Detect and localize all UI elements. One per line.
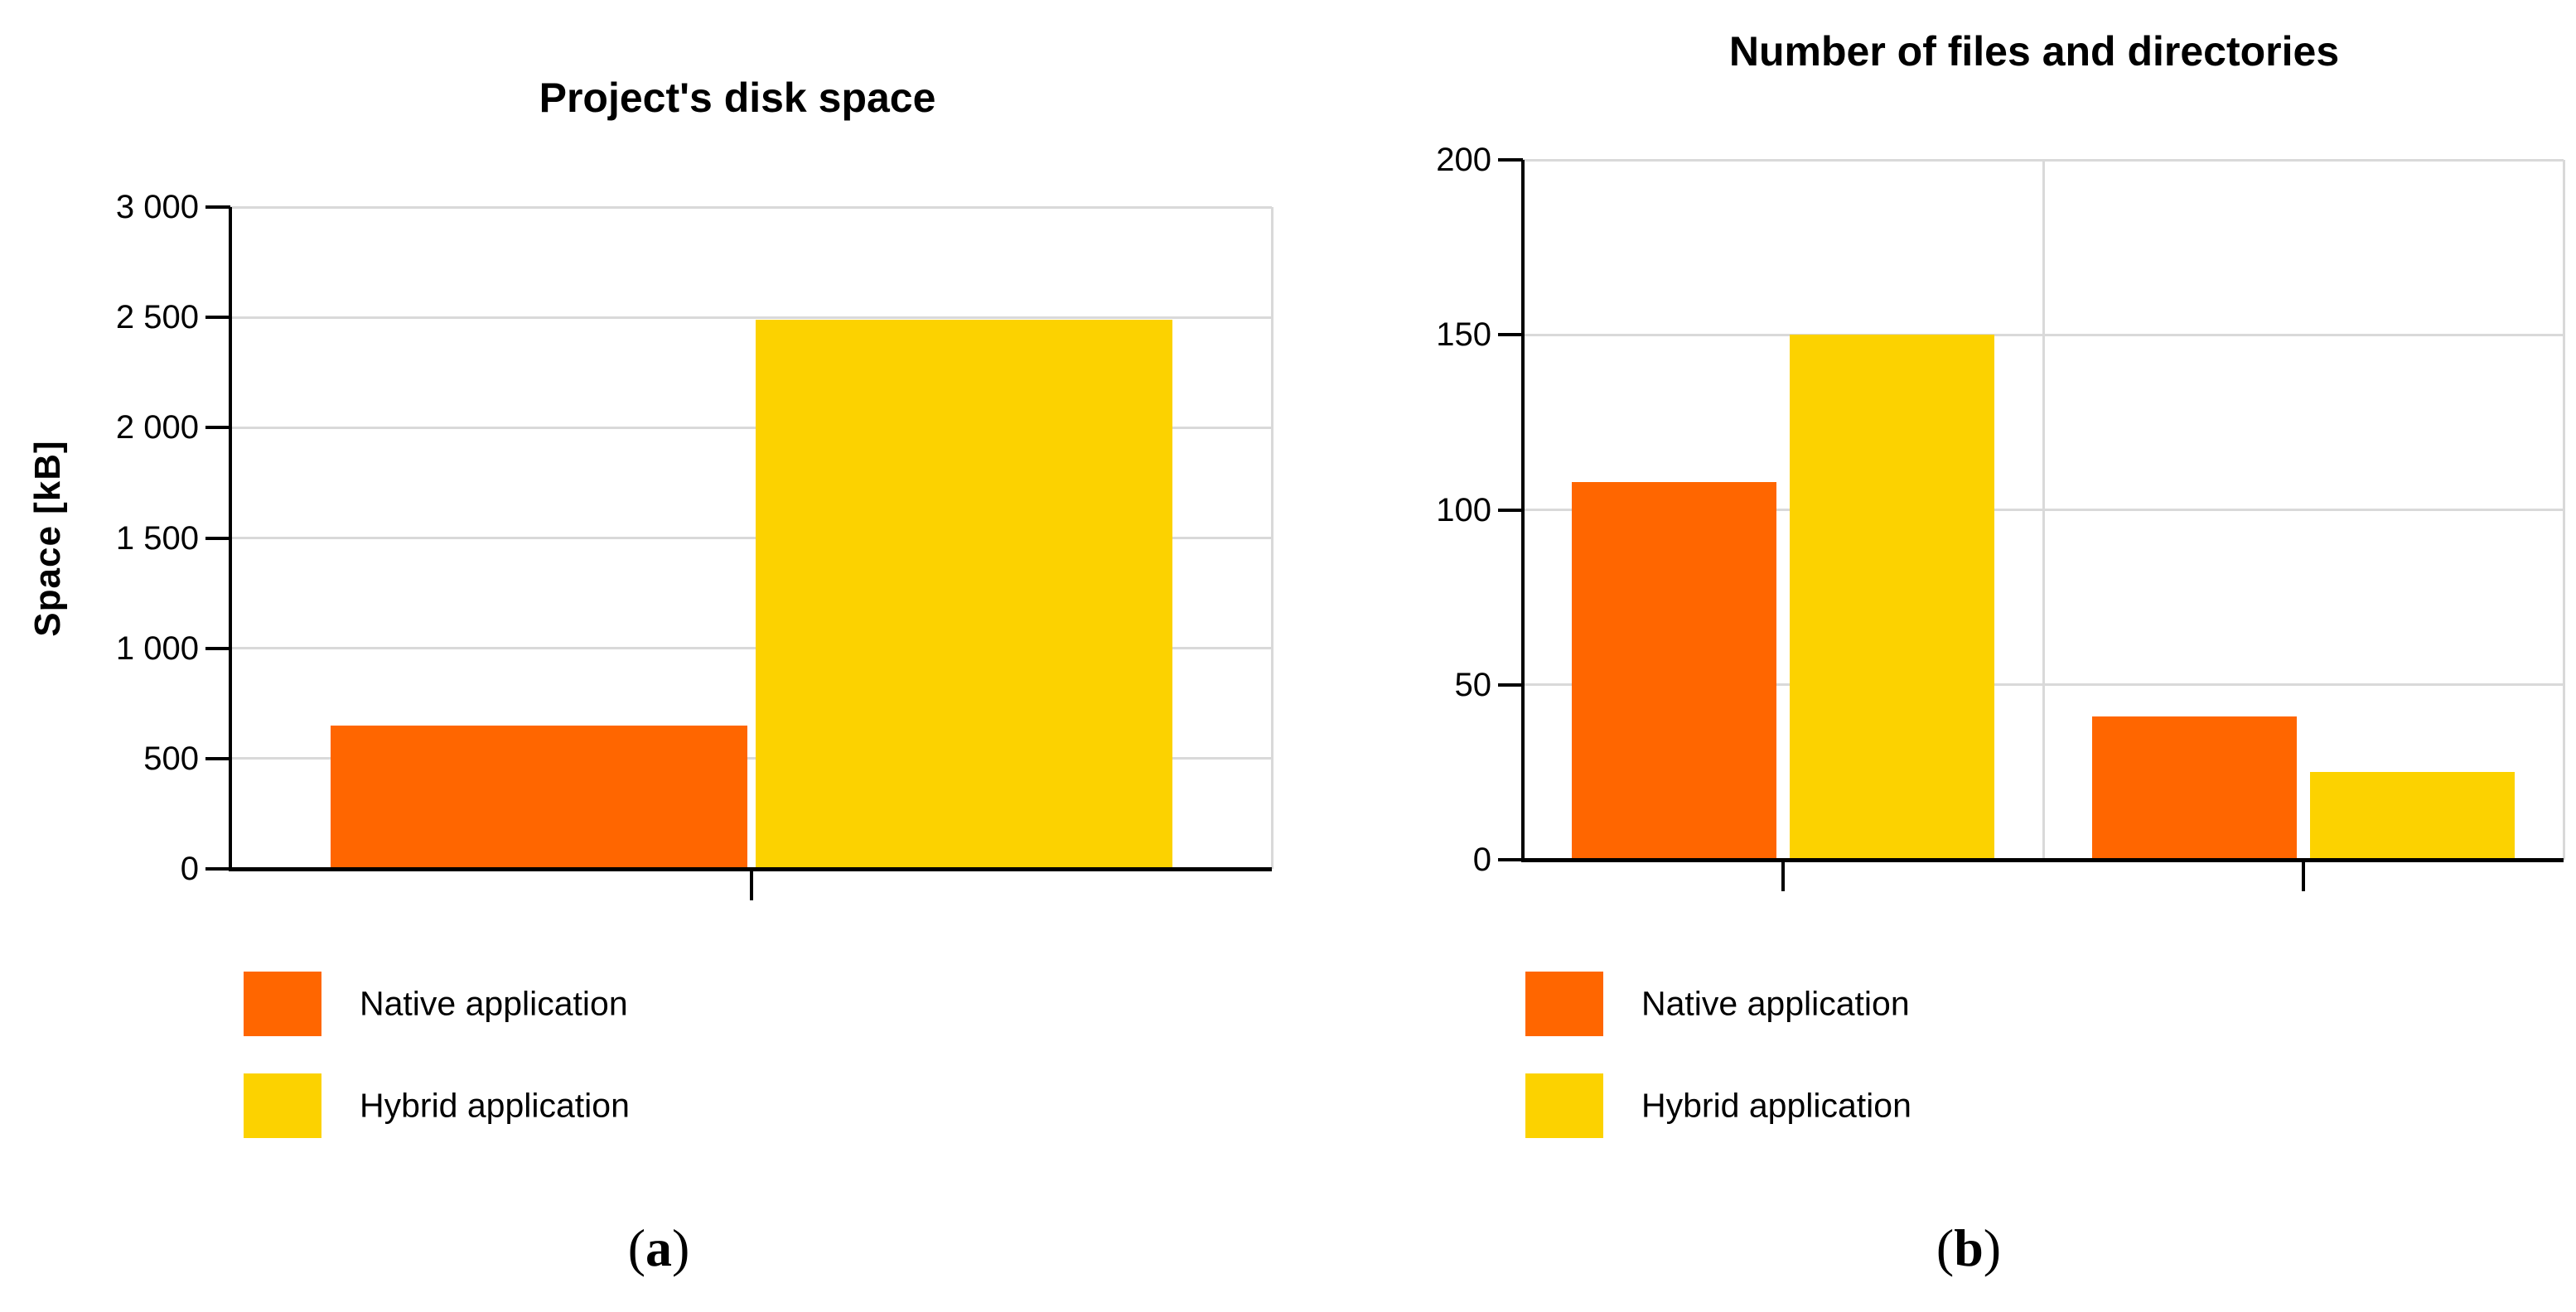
caption-paren-open: (: [627, 1218, 645, 1277]
y-tick-mark: [205, 205, 230, 209]
y-tick-label: 1 500: [115, 519, 199, 557]
gridline-horizontal: [230, 316, 1272, 319]
y-tick-label: 50: [1454, 666, 1492, 703]
legend-swatch-native: [1525, 972, 1603, 1036]
chart-title: Number of files and directories: [1728, 28, 2340, 75]
y-tick-mark: [1498, 683, 1523, 687]
y-tick-mark: [205, 867, 230, 871]
plot-right-border: [1270, 207, 1274, 869]
plot-right-border: [2562, 160, 2565, 860]
x-tick-mark: [1781, 860, 1785, 891]
legend-swatch-hybrid: [244, 1073, 321, 1138]
gridline-horizontal: [230, 426, 1272, 429]
legend-label: Hybrid application: [1641, 1086, 1911, 1125]
y-tick-mark: [205, 646, 230, 650]
y-tick-label: 2 500: [115, 299, 199, 336]
y-tick-label: 100: [1436, 491, 1491, 528]
y-tick-mark: [205, 426, 230, 430]
gridline-category-divider: [2042, 160, 2045, 860]
y-tick-label: 200: [1436, 142, 1491, 178]
panel-caption: (b): [1936, 1219, 2001, 1277]
gridline-horizontal: [230, 757, 1272, 760]
y-axis-line: [229, 207, 232, 869]
gridline-horizontal: [230, 647, 1272, 650]
legend-swatch-hybrid: [1525, 1073, 1603, 1138]
y-tick-label: 500: [143, 740, 199, 777]
caption-paren-open: (: [1936, 1218, 1955, 1277]
bar-hybrid-cat1: [755, 320, 1172, 869]
legend-label: Native application: [1641, 984, 1910, 1023]
gridline-horizontal: [230, 537, 1272, 539]
y-tick-label: 3 000: [115, 189, 199, 225]
y-tick-mark: [1498, 158, 1523, 162]
legend-swatch-native: [244, 972, 321, 1036]
legend-item-native: Native application: [1525, 972, 2105, 1036]
chart-title: Project's disk space: [539, 75, 936, 121]
plot-area: 0 50 100 150 200: [1436, 142, 2565, 891]
bar-native-cat2: [2092, 716, 2297, 860]
x-tick-mark: [749, 869, 753, 900]
caption-paren-close: ): [1983, 1218, 2002, 1277]
bar-native-cat1: [1572, 482, 1776, 860]
y-tick-label: 1 000: [115, 629, 199, 667]
y-tick-mark: [205, 316, 230, 320]
gridline-horizontal: [230, 205, 1272, 209]
bar-hybrid-cat2: [2310, 772, 2515, 860]
x-tick-mark: [2302, 860, 2305, 891]
panel-caption: (a): [628, 1219, 690, 1277]
legend-item-native: Native application: [244, 972, 824, 1036]
y-tick-mark: [205, 536, 230, 540]
y-tick-label: 2 000: [115, 409, 199, 446]
y-tick-mark: [1498, 858, 1523, 861]
y-tick-mark: [1498, 508, 1523, 512]
y-tick-label: 0: [180, 851, 199, 887]
legend-label: Native application: [360, 984, 628, 1023]
legend: Native application Hybrid application: [1525, 972, 2105, 1146]
caption-letter: a: [645, 1218, 672, 1277]
legend-item-hybrid: Hybrid application: [244, 1073, 824, 1138]
y-tick-label: 150: [1436, 316, 1491, 354]
bar-hybrid-cat1: [1790, 335, 1994, 860]
y-axis-line: [1521, 160, 1525, 860]
legend-label: Hybrid application: [360, 1086, 630, 1125]
caption-letter: b: [1954, 1218, 1984, 1277]
x-axis-line: [1521, 858, 2564, 862]
legend: Native application Hybrid application: [244, 972, 824, 1146]
caption-paren-close: ): [672, 1218, 690, 1277]
y-tick-mark: [205, 756, 230, 760]
legend-item-hybrid: Hybrid application: [1525, 1073, 2105, 1138]
y-tick-label: 0: [1472, 842, 1491, 878]
bar-native-cat1: [330, 726, 747, 869]
y-tick-mark: [1498, 333, 1523, 337]
plot-area: 0 500 1 000 1 500 2 000 2 500 3 000: [116, 189, 1274, 900]
